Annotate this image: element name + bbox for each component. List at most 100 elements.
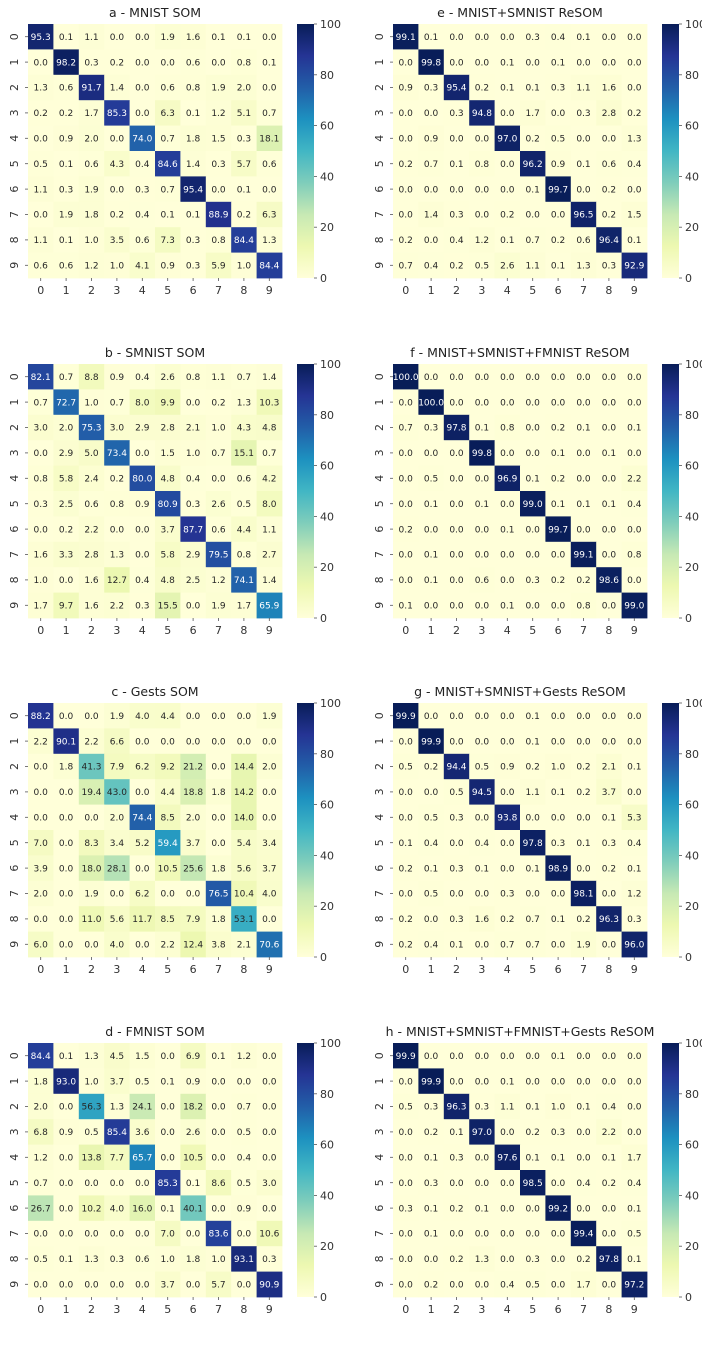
x-tick-label: 1 — [428, 624, 435, 637]
heatmap-cell — [180, 1271, 207, 1298]
cell-value-label: 0.6 — [237, 475, 252, 485]
heatmap-cell — [393, 1043, 419, 1069]
colorbar-tick-label: 0 — [685, 612, 692, 625]
heatmap-cell — [231, 389, 257, 416]
cell-value-label: 0.1 — [475, 500, 489, 510]
cell-value-label: 10.2 — [81, 1204, 101, 1214]
heatmap-cell — [28, 151, 54, 177]
cell-value-label: 0.0 — [576, 1077, 591, 1087]
heatmap-cell — [104, 252, 130, 279]
cell-value-label: 0.1 — [449, 941, 463, 951]
heatmap-cell — [53, 1119, 80, 1145]
cell-value-label: 80.9 — [158, 500, 178, 510]
colorbar-tick-label: 80 — [685, 748, 699, 761]
y-tick-label: 1 — [8, 399, 21, 406]
heatmap-cell — [129, 541, 156, 568]
heatmap-cell — [231, 414, 257, 441]
heatmap-cell — [53, 151, 80, 177]
heatmap-cell — [443, 804, 470, 831]
cell-value-label: 0.4 — [424, 839, 439, 849]
cell-value-label: 96.4 — [599, 236, 619, 246]
heatmap-cell — [205, 491, 232, 517]
cell-value-label: 0.3 — [602, 262, 616, 272]
cell-value-label: 12.7 — [107, 576, 127, 586]
heatmap-cell — [129, 100, 156, 126]
cell-value-label: 0.3 — [449, 915, 463, 925]
cell-value-label: 0.0 — [135, 58, 150, 68]
cell-value-label: 1.2 — [34, 1154, 48, 1164]
cell-value-label: 0.0 — [602, 1204, 617, 1214]
heatmap-cell — [570, 151, 597, 177]
heatmap-cell — [596, 804, 622, 831]
heatmap-cell — [28, 1170, 54, 1196]
x-tick-label: 0 — [37, 624, 44, 637]
heatmap-cell — [53, 491, 80, 517]
cell-value-label: 84.4 — [234, 236, 254, 246]
cell-value-label: 41.3 — [81, 763, 101, 773]
cell-value-label: 0.0 — [551, 211, 566, 221]
cell-value-label: 74.1 — [234, 576, 254, 586]
heatmap-cell — [596, 227, 622, 253]
heatmap-cell — [443, 779, 470, 805]
heatmap-cell — [28, 567, 54, 593]
cell-value-label: 0.0 — [424, 449, 439, 459]
heatmap-cell — [231, 125, 257, 152]
cell-value-label: 0.2 — [526, 1128, 540, 1138]
cell-value-label: 0.2 — [602, 864, 616, 874]
cell-value-label: 0.0 — [59, 1179, 74, 1189]
y-tick-label: 5 — [8, 1179, 21, 1186]
heatmap-cell — [53, 516, 80, 543]
heatmap-cell — [53, 414, 80, 441]
cell-value-label: 0.0 — [602, 602, 617, 612]
heatmap-cell — [418, 1093, 445, 1120]
cell-value-label: 0.6 — [84, 160, 99, 170]
heatmap-cell — [78, 1119, 105, 1145]
heatmap-cell — [545, 1043, 572, 1069]
x-tick-label: 7 — [580, 1303, 587, 1316]
heatmap-cell — [205, 567, 232, 593]
heatmap-cell — [520, 1068, 546, 1095]
cell-value-label: 3.4 — [262, 839, 277, 849]
colorbar — [662, 1043, 679, 1297]
cell-value-label: 1.2 — [237, 1052, 251, 1062]
heatmap-cell — [570, 74, 597, 101]
heatmap-cell — [28, 855, 54, 882]
cell-value-label: 0.0 — [186, 602, 201, 612]
cell-value-label: 0.0 — [211, 1154, 226, 1164]
heatmap-cell — [104, 364, 130, 390]
heatmap-cell — [256, 1119, 283, 1145]
heatmap-cell — [155, 440, 181, 466]
heatmap-cell — [621, 100, 648, 126]
cell-value-label: 75.3 — [81, 424, 101, 434]
heatmap-cell — [78, 592, 105, 619]
cell-value-label: 1.3 — [475, 1255, 489, 1265]
cell-value-label: 1.2 — [84, 262, 98, 272]
cell-value-label: 0.6 — [186, 58, 201, 68]
heatmap-cell — [596, 49, 622, 76]
cell-value-label: 0.0 — [475, 1281, 490, 1291]
cell-value-label: 2.0 — [262, 763, 277, 773]
cell-value-label: 0.0 — [399, 398, 414, 408]
heatmap-cell — [520, 1271, 546, 1298]
heatmap-cell — [520, 1093, 546, 1120]
cell-value-label: 1.0 — [186, 449, 201, 459]
cell-value-label: 4.4 — [161, 712, 176, 722]
cell-value-label: 0.0 — [475, 398, 490, 408]
heatmap-cell — [231, 1144, 257, 1171]
cell-value-label: 0.4 — [576, 1179, 591, 1189]
cell-value-label: 2.9 — [186, 551, 201, 561]
heatmap-cell — [545, 830, 572, 856]
heatmap-cell — [256, 1170, 283, 1196]
cell-value-label: 4.3 — [237, 424, 251, 434]
heatmap-cell — [104, 74, 130, 101]
heatmap-cell — [570, 24, 597, 50]
heatmap-cell — [494, 779, 521, 805]
cell-value-label: 1.7 — [627, 1154, 641, 1164]
cell-value-label: 0.0 — [34, 1230, 49, 1240]
cell-value-label: 0.3 — [84, 58, 98, 68]
cell-value-label: 0.0 — [59, 814, 74, 824]
heatmap-cell — [596, 465, 622, 492]
cell-value-label: 0.0 — [399, 1154, 414, 1164]
cell-value-label: 4.5 — [110, 1052, 124, 1062]
cell-value-label: 1.8 — [84, 211, 99, 221]
